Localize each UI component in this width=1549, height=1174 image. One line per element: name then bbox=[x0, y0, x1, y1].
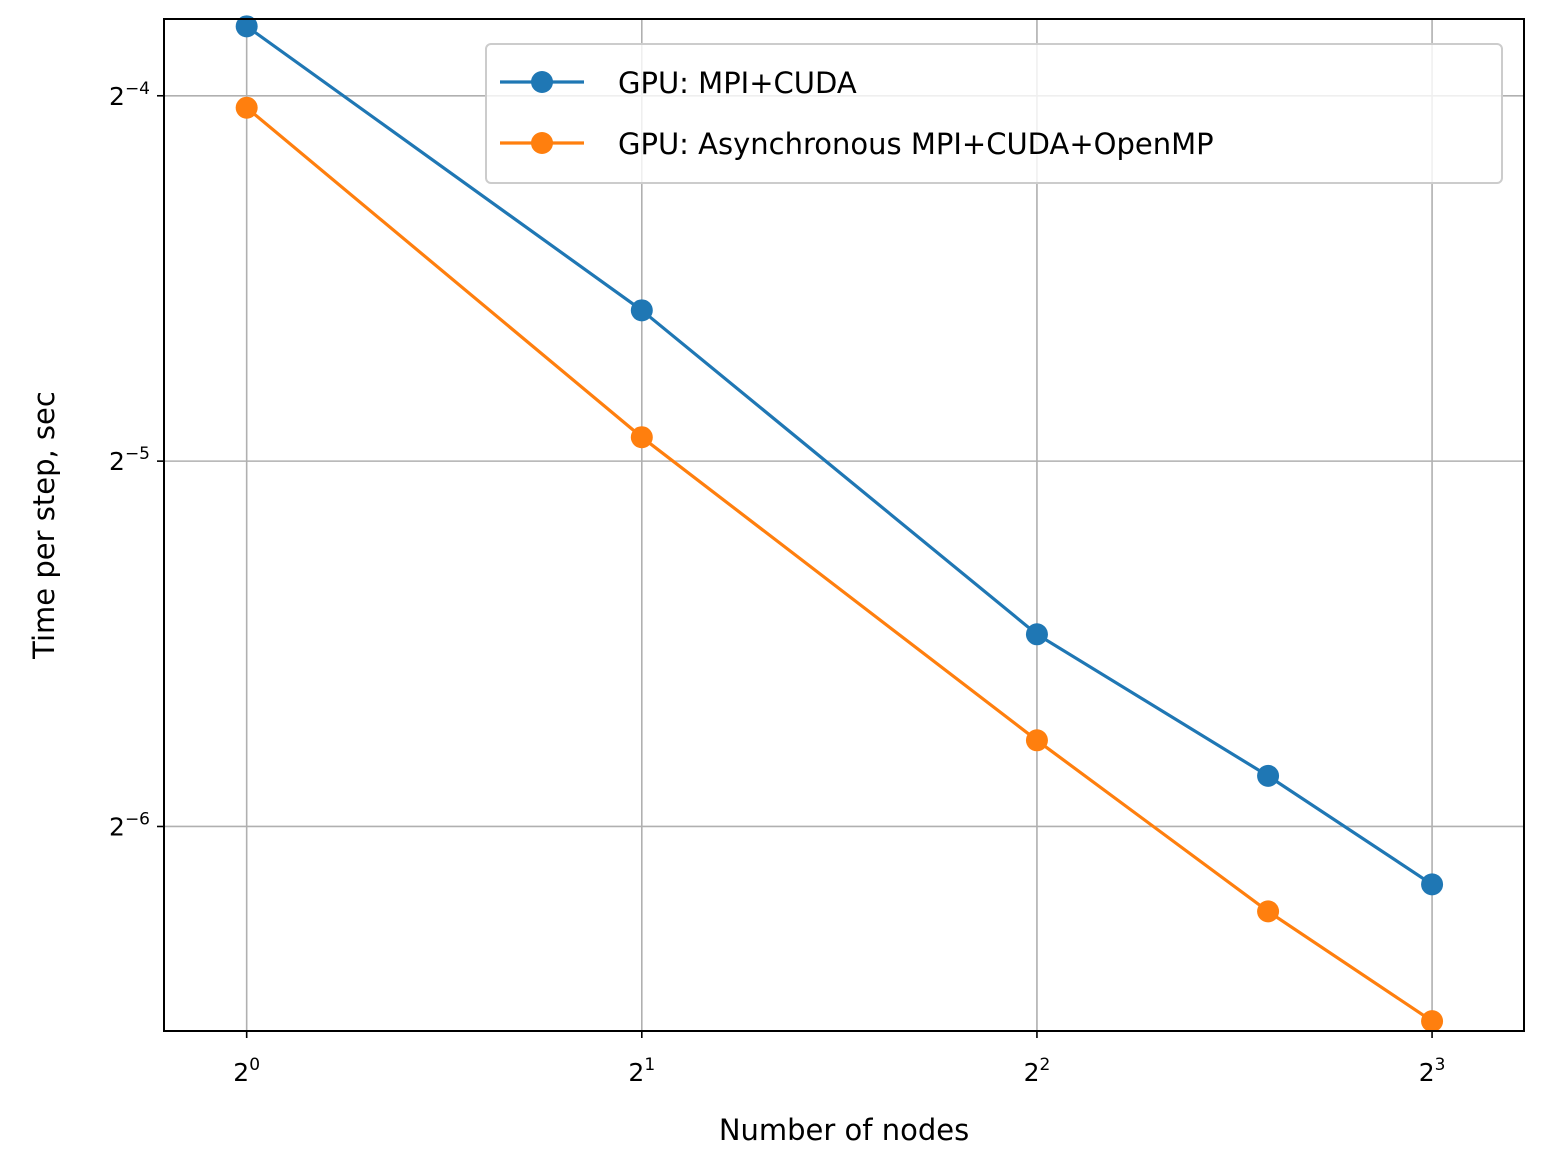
legend-marker bbox=[531, 132, 553, 154]
legend-box bbox=[485, 43, 1503, 184]
series-1 bbox=[235, 15, 1444, 896]
data-point bbox=[235, 15, 258, 38]
data-point bbox=[1421, 1010, 1444, 1033]
data-point bbox=[1257, 764, 1280, 787]
y-tick-label: 2−4 bbox=[109, 79, 150, 111]
x-axis-label: Number of nodes bbox=[719, 1113, 969, 1147]
x-tick-label: 20 bbox=[233, 1055, 260, 1087]
data-point bbox=[235, 96, 258, 119]
data-point bbox=[630, 299, 653, 322]
plot-frame bbox=[163, 18, 1525, 1032]
data-point bbox=[1025, 623, 1048, 646]
x-tick-label: 23 bbox=[1419, 1055, 1446, 1087]
y-tick-label: 2−6 bbox=[109, 809, 150, 841]
legend-label: GPU: Asynchronous MPI+CUDA+OpenMP bbox=[618, 127, 1214, 161]
legend-label: GPU: MPI+CUDA bbox=[618, 66, 857, 100]
data-point bbox=[1257, 900, 1280, 923]
x-tick-label: 22 bbox=[1024, 1055, 1051, 1087]
x-tick-label: 21 bbox=[628, 1055, 655, 1087]
y-tick-label: 2−5 bbox=[109, 444, 150, 476]
grid-lines bbox=[164, 19, 1524, 1031]
data-point bbox=[1421, 873, 1444, 896]
series-layer bbox=[235, 15, 1444, 1033]
axis-ticks: 20 21 22 23 2−4 2−5 2−6 bbox=[109, 79, 1445, 1087]
legend-marker bbox=[531, 71, 553, 93]
legend: GPU: MPI+CUDA GPU: Asynchronous MPI+CUDA+… bbox=[485, 43, 1503, 184]
y-axis-label: Time per step, sec bbox=[27, 391, 61, 660]
data-point bbox=[630, 426, 653, 449]
series-2 bbox=[235, 96, 1444, 1033]
data-point bbox=[1025, 729, 1048, 752]
